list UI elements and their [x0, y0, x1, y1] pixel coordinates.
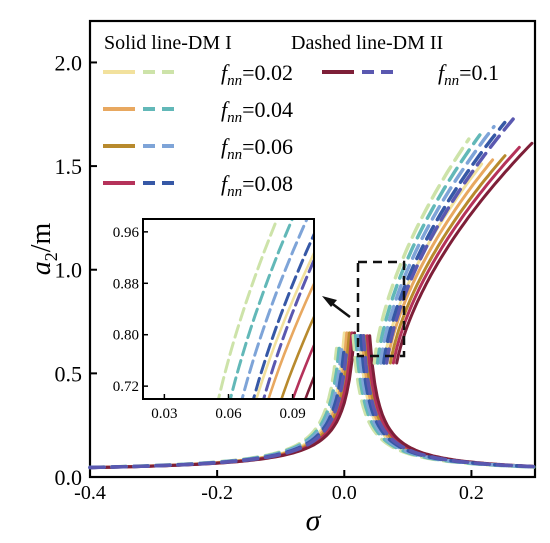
- x-tick-label: 0.2: [459, 482, 484, 504]
- legend-entry-label: fnn=0.06: [221, 134, 293, 163]
- inset-y-tick-label: 0.80: [113, 328, 139, 344]
- series-line: [395, 141, 534, 365]
- inset-plot: 0.03 0.06 0.09 0.72 0.80 0.88 0.96: [113, 218, 315, 422]
- legend-entry-label: fnn=0.04: [221, 97, 293, 126]
- inset-y-tick-label: 0.88: [113, 276, 139, 292]
- series-line: [88, 346, 349, 470]
- series-line: [262, 256, 314, 399]
- series-line: [291, 342, 314, 399]
- y-axis-label-main: a: [26, 261, 57, 275]
- inset-x-tick-label: 0.09: [280, 406, 306, 422]
- series-line: [240, 219, 309, 399]
- legend: Solid line-DM I Dashed line-DM II fnn=0.…: [103, 32, 499, 200]
- series-line: [372, 137, 471, 365]
- svg-text:a2/m: a2/m: [26, 223, 61, 276]
- y-tick-label: 1.5: [55, 154, 83, 179]
- inset-y-tick-label: 0.96: [113, 225, 140, 241]
- zoom-box: [356, 260, 406, 358]
- y-tick-label: 0.5: [55, 361, 83, 386]
- y-tick-label: 2.0: [55, 50, 83, 75]
- series-line: [375, 133, 482, 365]
- legend-header-dashed: Dashed line-DM II: [291, 32, 443, 54]
- series-line: [251, 230, 314, 399]
- inset-x-tick-label: 0.06: [215, 406, 242, 422]
- series-line: [255, 250, 314, 399]
- series-line: [267, 280, 314, 399]
- series-line: [304, 373, 314, 399]
- x-tick-label: -0.2: [201, 482, 233, 504]
- series-line: [280, 313, 314, 399]
- legend-entry-label: fnn=0.08: [221, 171, 293, 200]
- ticks-layer: -0.4 -0.2 0.0 0.2 0.0 0.5 1.0 1.5 2.0: [55, 50, 484, 504]
- legend-entry-label: fnn=0.02: [221, 60, 293, 89]
- series-line: [378, 124, 496, 365]
- x-tick-label: -0.4: [74, 482, 106, 504]
- curves-layer: [88, 112, 536, 470]
- y-axis-label: a2/m: [26, 223, 61, 276]
- y-axis-label-sub: 2: [41, 252, 61, 261]
- series-line: [228, 219, 294, 399]
- y-tick-label: 1.0: [55, 258, 83, 283]
- inset-y-tick-label: 0.72: [113, 379, 139, 395]
- series-line: [382, 120, 507, 365]
- x-axis-label: σ: [306, 504, 322, 537]
- series-line: [388, 154, 507, 365]
- inset-x-tick-label: 0.03: [151, 406, 177, 422]
- series-line: [216, 219, 279, 399]
- series-line: [384, 112, 519, 365]
- zoom-arrow-head: [322, 296, 337, 307]
- series-line: [361, 333, 536, 469]
- legend-header-solid: Solid line-DM I: [104, 32, 232, 54]
- plot-frame: [88, 19, 537, 479]
- zoom-arrow: [329, 301, 351, 318]
- y-tick-label: 0.0: [55, 465, 83, 490]
- x-tick-label: 0.0: [332, 482, 357, 504]
- legend-entry-label: fnn=0.1: [438, 60, 499, 89]
- y-axis-label-unit: /m: [26, 223, 57, 253]
